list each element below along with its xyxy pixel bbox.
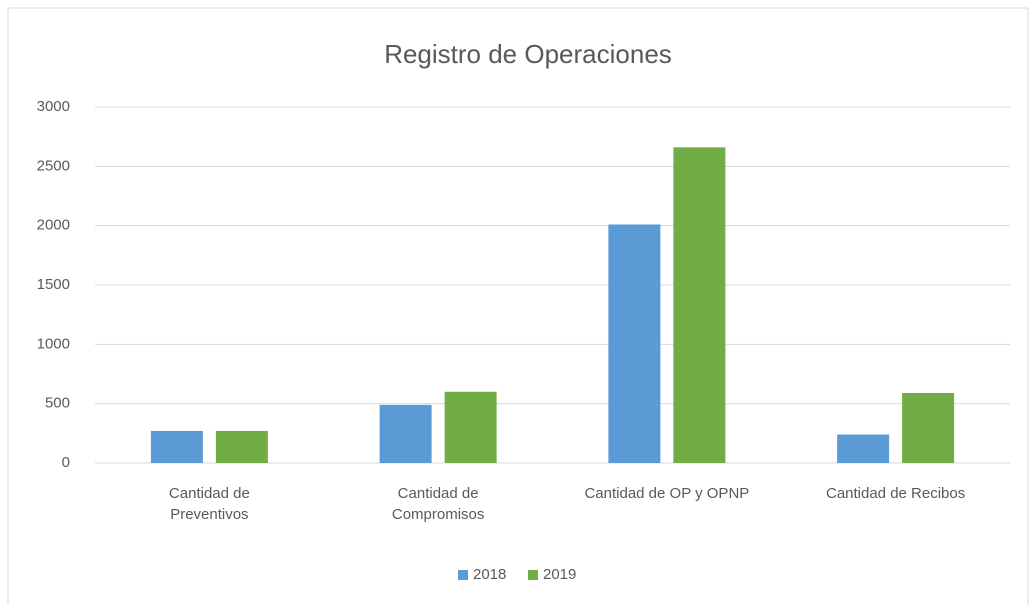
legend-label: 2018 xyxy=(473,566,506,583)
y-tick-label: 0 xyxy=(62,454,70,471)
y-tick-label: 2500 xyxy=(37,157,70,174)
y-tick-label: 2000 xyxy=(37,217,70,234)
bar xyxy=(608,224,661,463)
legend-swatch xyxy=(458,570,468,580)
legend-swatch xyxy=(528,570,538,580)
chart-title: Registro de Operaciones xyxy=(384,39,672,69)
y-tick-label: 1500 xyxy=(37,276,70,293)
x-tick-label: Cantidad de Recibos xyxy=(825,485,966,502)
x-tick-label: Cantidad de Compromisos xyxy=(391,485,485,523)
bar xyxy=(837,434,890,463)
y-tick-label: 3000 xyxy=(37,98,70,115)
bar xyxy=(379,404,432,463)
bar xyxy=(902,392,955,463)
bar xyxy=(150,430,203,463)
y-tick-label: 500 xyxy=(45,395,70,412)
y-tick-label: 1000 xyxy=(37,335,70,352)
x-tick-label: Cantidad de Preventivos xyxy=(168,485,250,523)
legend-label: 2019 xyxy=(543,566,576,583)
bar xyxy=(215,430,268,463)
x-tick-label: Cantidad de OP y OPNP xyxy=(584,485,750,502)
bar xyxy=(444,391,497,463)
bar xyxy=(673,147,726,463)
